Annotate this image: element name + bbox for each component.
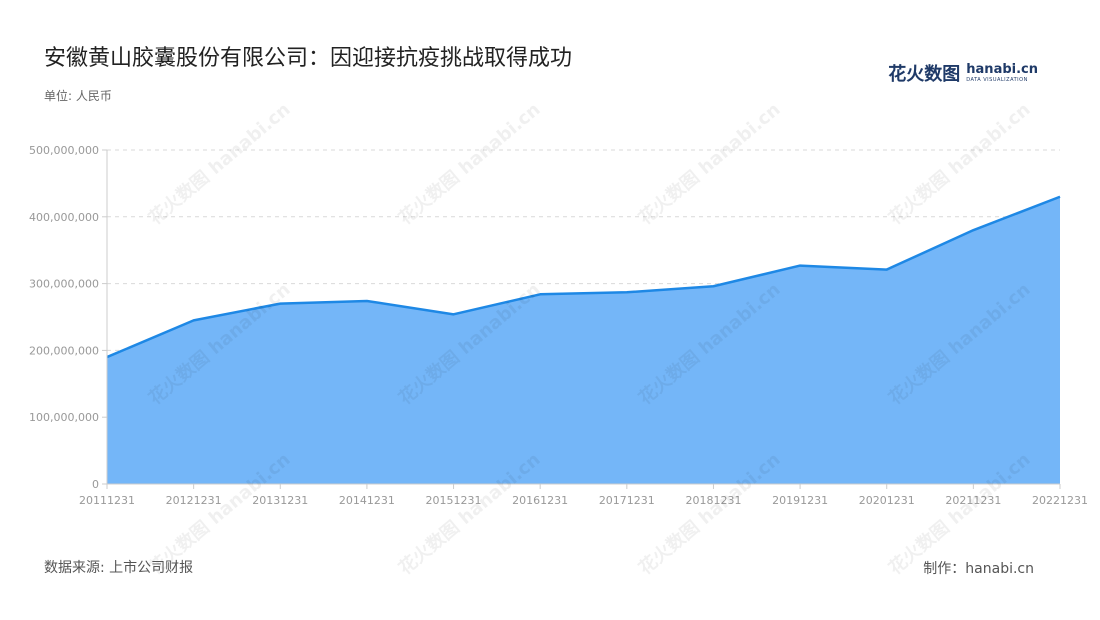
logo-sub-text: DATA VISUALIZATION	[966, 77, 1028, 83]
unit-label: 单位: 人民币	[44, 89, 112, 103]
x-tick-label: 20121231	[166, 494, 222, 507]
chart-title: 安徽黄山胶囊股份有限公司：因迎接抗疫挑战取得成功	[44, 46, 573, 71]
axis-layer	[102, 149, 1061, 489]
x-tick-label: 20221231	[1032, 494, 1088, 507]
area-layer	[106, 195, 1061, 484]
x-tick-label: 20211231	[945, 494, 1001, 507]
logo-en-block: hanabi.cn DATA VISUALIZATION	[966, 63, 1038, 83]
x-tick-label: 20151231	[426, 494, 482, 507]
logo-en-text: hanabi.cn	[966, 62, 1038, 77]
x-tick-label: 20131231	[252, 494, 308, 507]
data-source-note: 数据来源: 上市公司财报	[44, 560, 194, 576]
y-tick-label: 300,000,000	[29, 278, 99, 291]
series-area	[107, 196, 1060, 484]
series-line	[106, 195, 1061, 359]
y-tick-label: 500,000,000	[29, 144, 99, 157]
x-tick-label: 20201231	[859, 494, 915, 507]
y-tick-label: 200,000,000	[29, 344, 99, 357]
brand-logo: 花火数图 hanabi.cn DATA VISUALIZATION	[888, 60, 1038, 86]
y-tick-label: 400,000,000	[29, 211, 99, 224]
credit-note: 制作：hanabi.cn	[923, 561, 1034, 577]
logo-cn-text: 花火数图	[888, 64, 961, 85]
x-tick-label: 20161231	[512, 494, 568, 507]
x-tick-label: 20181231	[685, 494, 741, 507]
y-tick-label: 100,000,000	[29, 411, 99, 424]
y-tick-label: 0	[92, 478, 99, 491]
x-tick-label: 20171231	[599, 494, 655, 507]
label-layer: 0 100,000,000 200,000,000 300,000,000 400,00…	[29, 144, 1088, 507]
x-tick-label: 20141231	[339, 494, 395, 507]
x-tick-label: 20191231	[772, 494, 828, 507]
x-tick-label: 20111231	[79, 494, 135, 507]
